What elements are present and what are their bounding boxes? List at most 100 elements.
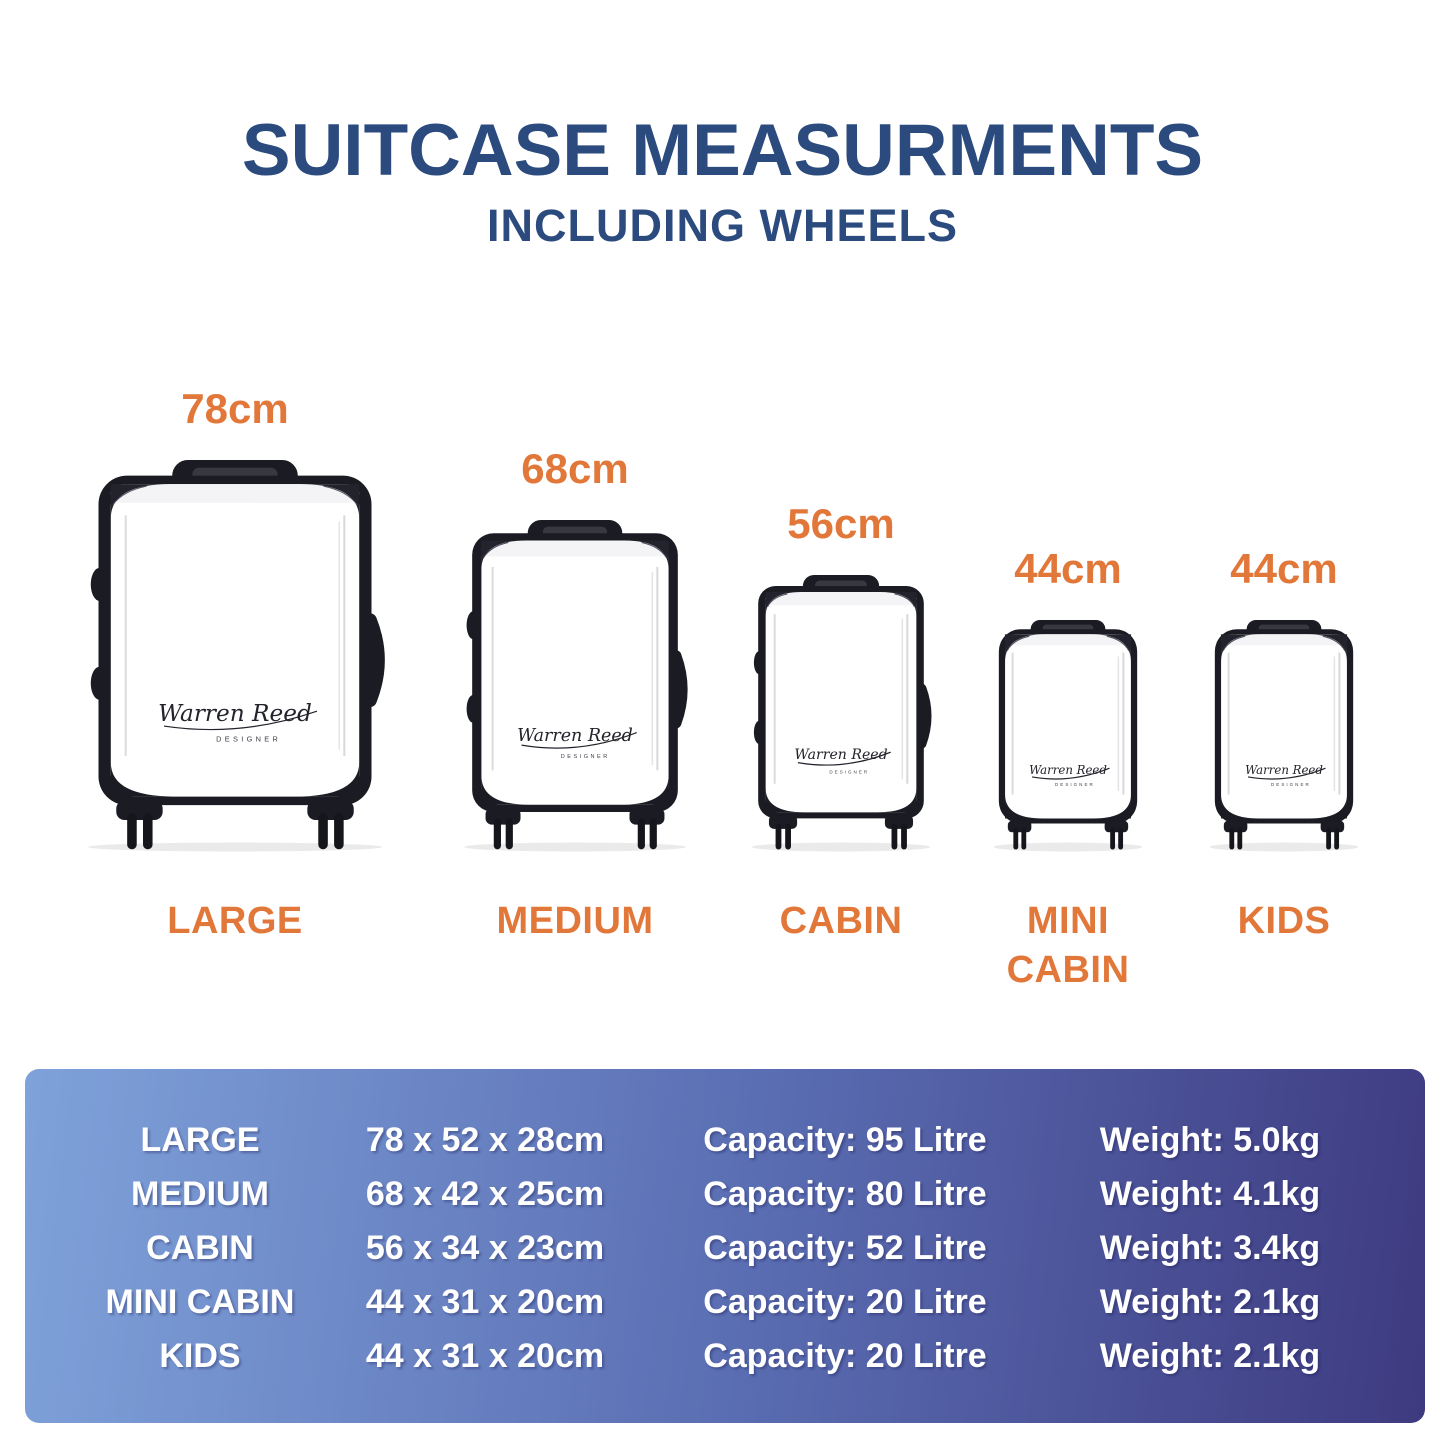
wheel <box>1326 828 1332 850</box>
ground-shadow <box>88 842 382 852</box>
bottom-guard <box>110 762 176 797</box>
side-handle <box>670 650 688 729</box>
guard-ridge <box>1006 635 1030 652</box>
spec-kids-weight: Weight: 2.1kg <box>1099 1337 1321 1375</box>
height-label-cabin: 56cm <box>787 500 895 547</box>
spec-mini-cabin-weight: Weight: 2.1kg <box>1099 1283 1321 1321</box>
name-area-mini-cabin: MINI CABIN <box>1007 850 1130 991</box>
corner-guard <box>765 592 802 617</box>
suitcase-mini-cabin: Warren Reed DESIGNER <box>992 620 1144 852</box>
wheel-housing <box>485 808 521 825</box>
ground-shadow <box>751 842 931 852</box>
suitcase-cabin: Warren Reed DESIGNER <box>750 575 932 852</box>
ground-shadow <box>993 842 1143 852</box>
wheel-housing <box>1223 820 1248 833</box>
ground-shadow <box>464 842 686 852</box>
signature-flourish <box>1031 767 1110 780</box>
name-area-kids: KIDS <box>1238 850 1331 980</box>
height-label-kids: 44cm <box>1230 545 1338 592</box>
brand-tagline: DESIGNER <box>829 770 869 775</box>
spec-medium-weight: Weight: 4.1kg <box>1099 1175 1321 1213</box>
wheel <box>1237 828 1243 850</box>
brand-tagline: DESIGNER <box>561 754 610 760</box>
guard-ridge <box>323 485 358 506</box>
brand-signature: Warren Reed <box>158 700 312 727</box>
wheel <box>1118 828 1124 850</box>
spec-large-weight: Weight: 5.0kg <box>1099 1121 1321 1159</box>
guard-ridge <box>1222 635 1246 652</box>
name-area-large: LARGE <box>167 850 303 980</box>
spec-kids-name: KIDS <box>159 1337 241 1375</box>
spec-cabin-dimensions: 56 x 34 x 23cm <box>365 1229 605 1267</box>
brand-signature: Warren Reed <box>1245 763 1323 777</box>
spec-large-name: LARGE <box>140 1121 260 1159</box>
wheel <box>334 812 344 850</box>
ground-shadow <box>1209 842 1359 852</box>
corner-guard <box>1221 634 1262 662</box>
brand-tagline: DESIGNER <box>1055 782 1095 787</box>
face-reflection <box>110 484 360 503</box>
bottom-guard <box>1093 794 1131 819</box>
wheel <box>318 812 328 850</box>
face-reflection <box>481 540 669 557</box>
signature-flourish <box>1247 767 1326 780</box>
suitcase-graphic: Warren Reed DESIGNER <box>993 620 1143 852</box>
corner-guard <box>1090 634 1131 662</box>
spec-mini-cabin-capacity: Capacity: 20 Litre <box>703 1283 987 1321</box>
brand-signature: Warren Reed <box>517 726 633 746</box>
header: SUITCASE MEASURMENTS INCLUDING WHEELS <box>0 114 1445 252</box>
height-label-large: 78cm <box>181 385 289 432</box>
wheel <box>891 823 898 850</box>
name-area-medium: MEDIUM <box>496 850 653 980</box>
corner-guard <box>481 540 527 570</box>
guard-ridge <box>894 593 915 607</box>
wheel <box>1334 828 1340 850</box>
corner-guard <box>1005 634 1046 662</box>
height-label-mini-cabin: 44cm <box>1014 545 1122 592</box>
guard-ridge <box>1106 635 1130 652</box>
brand-signature: Warren Reed <box>794 747 887 763</box>
wheel <box>1110 828 1116 850</box>
guard-ridge <box>641 541 667 559</box>
face <box>1005 634 1131 819</box>
wheel <box>785 823 791 850</box>
bottom-guard <box>877 788 917 813</box>
wheel <box>901 823 907 850</box>
face <box>1221 634 1347 819</box>
wheel-housing <box>768 815 798 829</box>
wheel <box>505 818 513 850</box>
spec-cabin-capacity: Capacity: 52 Litre <box>703 1229 987 1267</box>
corner-guard <box>299 484 360 519</box>
guard-ridge <box>1322 635 1346 652</box>
wheel <box>1013 828 1019 850</box>
size-name-medium: MEDIUM <box>496 900 654 942</box>
figure-column-kids: 44cm Warren Reed DESIGNER KIDS <box>1208 548 1360 980</box>
spec-kids-dimensions: 44 x 31 x 20cm <box>365 1337 605 1375</box>
wheel-housing <box>116 800 163 820</box>
guard-ridge <box>112 485 147 506</box>
figure-column-cabin: 56cm Warren Reed DESIGNER CABIN <box>750 503 932 980</box>
signature-flourish <box>797 751 891 766</box>
face <box>765 592 917 813</box>
suitcase-medium: Warren Reed DESIGNER <box>462 520 688 852</box>
suitcase-large: Warren Reed DESIGNER <box>85 460 385 852</box>
bottom-guard <box>1309 794 1347 819</box>
bottom-guard <box>481 775 531 805</box>
spec-medium-capacity: Capacity: 80 Litre <box>703 1175 987 1213</box>
wheel-housing <box>307 800 354 820</box>
suitcase-graphic: Warren Reed DESIGNER <box>464 520 688 852</box>
brand-signature: Warren Reed <box>1029 763 1107 777</box>
bottom-guard <box>1221 794 1259 819</box>
face <box>481 540 669 805</box>
height-label-medium: 68cm <box>521 445 629 492</box>
brand-tagline: DESIGNER <box>1271 782 1311 787</box>
wheel <box>775 823 782 850</box>
spec-cabin-weight: Weight: 3.4kg <box>1099 1229 1321 1267</box>
wheel <box>127 812 137 850</box>
corner-guard <box>880 592 917 617</box>
wheel-housing <box>629 808 665 825</box>
side-handle <box>361 613 385 708</box>
spec-medium-dimensions: 68 x 42 x 25cm <box>365 1175 605 1213</box>
size-name-kids: KIDS <box>1237 900 1331 942</box>
